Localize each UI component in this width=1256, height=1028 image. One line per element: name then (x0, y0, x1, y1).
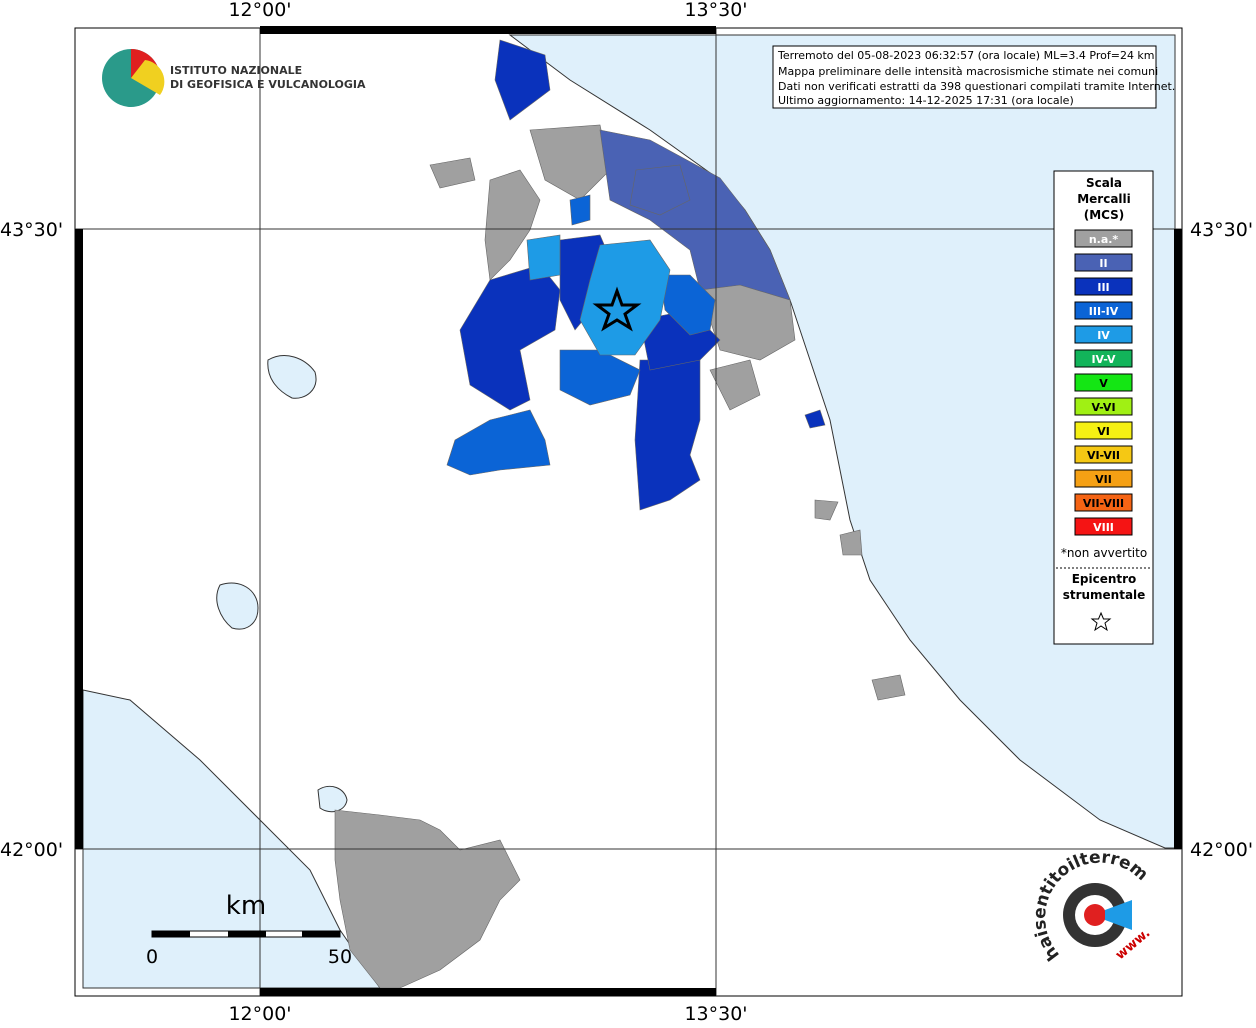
legend-label: VI-VII (1087, 449, 1120, 462)
legend-swatch (1074, 373, 1133, 392)
legend-swatch (1074, 325, 1133, 344)
frame-bar (260, 26, 716, 34)
municipality (804, 409, 826, 429)
logo-text: DI GEOFISICA E VULCANOLOGIA (170, 78, 366, 91)
legend-star (1090, 611, 1112, 632)
legend-label: III (1097, 281, 1109, 294)
legend-swatch (1074, 277, 1133, 296)
legend-label: IV-V (1091, 353, 1116, 366)
legend-swatch (1074, 469, 1133, 488)
legend-swatch (1074, 397, 1133, 416)
ingv-logo: ISTITUTO NAZIONALE DI GEOFISICA E VULCAN… (102, 49, 366, 107)
lat-label: 42°00' (0, 839, 63, 861)
legend-epicenter: Epicentro (1072, 572, 1137, 586)
lake (267, 355, 317, 399)
municipality (579, 239, 671, 356)
lake (317, 785, 348, 813)
municipality (334, 809, 521, 989)
lat-label: 43°30' (0, 219, 63, 241)
lake (216, 582, 259, 630)
legend-swatch (1074, 517, 1133, 536)
info-line: Ultimo aggiornamento: 14-12-2025 17:31 (… (778, 94, 1074, 107)
frame-bar (75, 229, 83, 849)
legend-title: Mercalli (1077, 192, 1131, 206)
legend-swatch (1074, 349, 1133, 368)
frame-bar (260, 988, 716, 996)
legend-note: *non avvertito (1061, 546, 1147, 560)
municipality (629, 164, 691, 216)
frame-bar (1174, 229, 1182, 849)
lat-label: 43°30' (1190, 219, 1253, 241)
scale-bar-segment (302, 931, 340, 937)
info-line: Dati non verificati estratti da 398 ques… (778, 80, 1175, 93)
municipality (526, 234, 561, 281)
legend-swatch (1074, 421, 1133, 440)
scale-tick: 50 (328, 946, 352, 968)
scale-bar: km 0 50 (146, 891, 352, 968)
municipality (634, 359, 701, 511)
legend: Scala Mercalli (MCS) *non avvertito Epic… (1053, 170, 1154, 645)
info-line: Terremoto del 05-08-2023 06:32:57 (ora l… (777, 49, 1155, 62)
legend-swatch (1074, 493, 1133, 512)
municipality (659, 274, 716, 336)
lon-label: 12°00' (228, 0, 291, 21)
legend-title: Scala (1086, 176, 1122, 190)
municipality (569, 194, 591, 226)
municipality (529, 124, 611, 201)
legend-swatch (1074, 445, 1133, 464)
lakes (216, 355, 348, 813)
scale-bar-segment (228, 931, 266, 937)
graticule (75, 28, 1182, 996)
badge-wave (1105, 900, 1132, 930)
municipality (494, 39, 551, 121)
lon-label: 13°30' (684, 0, 747, 21)
legend-swatch (1074, 229, 1133, 248)
epicenter (592, 286, 642, 332)
legend-label: n.a.* (1089, 233, 1119, 246)
lon-label: 12°00' (228, 1003, 291, 1024)
municipality (839, 529, 863, 556)
scale-tick: 0 (146, 946, 158, 968)
legend-swatch (1074, 301, 1133, 320)
legend-epicenter: strumentale (1063, 588, 1146, 602)
legend-swatch (1074, 253, 1133, 272)
legend-label: III-IV (1089, 305, 1119, 318)
frame-bars (75, 26, 1182, 996)
municipality (709, 359, 761, 411)
info-box (772, 45, 1157, 109)
municipality (446, 409, 551, 476)
municipality (459, 264, 561, 411)
legend-label: VIII (1093, 521, 1114, 534)
municipality (429, 157, 476, 189)
municipality (484, 169, 541, 281)
badge-core (1084, 904, 1106, 926)
scale-bar-segment (152, 931, 190, 937)
sea (82, 689, 381, 989)
legend-label: IV (1097, 329, 1110, 342)
legend-label: VII (1095, 473, 1112, 486)
legend-label: V (1099, 377, 1108, 390)
municipalities (334, 39, 906, 989)
scale-unit: km (226, 891, 266, 921)
legend-label: VI (1097, 425, 1110, 438)
lat-label: 42°00' (1190, 839, 1253, 861)
legend-title: (MCS) (1084, 208, 1125, 222)
legend-label: VII-VIII (1083, 497, 1124, 510)
lon-label: 13°30' (684, 1003, 747, 1024)
municipality (814, 499, 839, 521)
legend-label: II (1099, 257, 1107, 270)
logo-segment (131, 60, 165, 95)
info-line: Mappa preliminare delle intensità macros… (778, 65, 1158, 78)
municipality (871, 674, 906, 701)
logo-text: ISTITUTO NAZIONALE (170, 64, 302, 77)
legend-label: V-VI (1091, 401, 1115, 414)
